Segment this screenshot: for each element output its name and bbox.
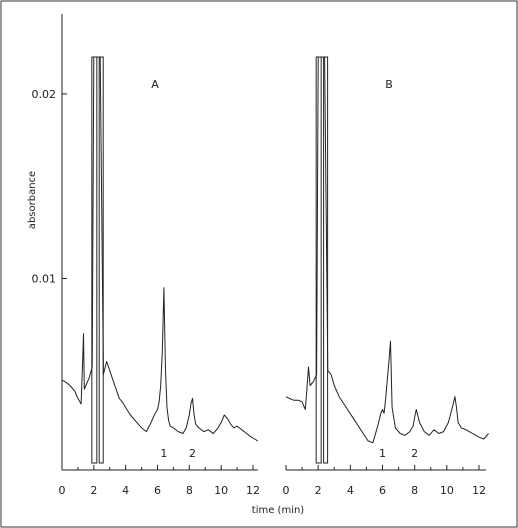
- x-tick-label-0-10: 10: [214, 484, 228, 497]
- peak-label-0-1: 2: [189, 447, 196, 460]
- offscale-peak-left-1: [315, 56, 322, 464]
- y-axis-title: absorbance: [27, 171, 38, 229]
- peak-label-1-1: 2: [411, 447, 418, 460]
- x-tick-label-1-12: 12: [472, 484, 486, 497]
- y-tick-label-0: 0.01: [32, 272, 57, 285]
- offscale-peak-left-0: [91, 56, 98, 464]
- y-tick-label-1: 0.02: [32, 88, 57, 101]
- x-tick-label-0-2: 2: [90, 484, 97, 497]
- x-tick-label-0-8: 8: [186, 484, 193, 497]
- x-tick-label-1-0: 0: [283, 484, 290, 497]
- x-tick-label-1-10: 10: [440, 484, 454, 497]
- x-tick-label-1-2: 2: [315, 484, 322, 497]
- panel-label-a: A: [151, 78, 159, 91]
- x-tick-label-1-8: 8: [411, 484, 418, 497]
- x-tick-label-1-6: 6: [379, 484, 386, 497]
- panel-b: 0 2 4 6 8 10 121 2: [283, 56, 489, 497]
- offscale-peak-right-1: [323, 56, 329, 464]
- x-tick-label-0-6: 6: [154, 484, 161, 497]
- panel-label-b: B: [385, 78, 393, 91]
- offscale-peak-right-0: [98, 56, 104, 464]
- x-tick-label-0-4: 4: [122, 484, 129, 497]
- series-line-1: [285, 56, 489, 444]
- series-line-0: [61, 56, 259, 442]
- peak-label-0-0: 1: [160, 447, 167, 460]
- x-tick-label-0-12: 12: [246, 484, 260, 497]
- panel-a: 0 2 4 6 8 10 120.010.021 2: [32, 14, 260, 497]
- x-axis-title: time (min): [252, 505, 305, 516]
- x-tick-label-0-0: 0: [59, 484, 66, 497]
- peak-label-1-0: 1: [379, 447, 386, 460]
- x-tick-label-1-4: 4: [347, 484, 354, 497]
